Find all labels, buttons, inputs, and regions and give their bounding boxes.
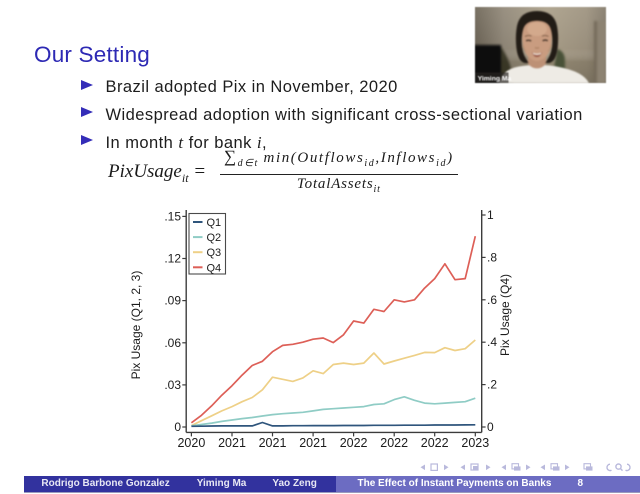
svg-text:Yiming Ma: Yiming Ma bbox=[478, 75, 512, 82]
svg-text:0: 0 bbox=[487, 420, 494, 434]
svg-text:0: 0 bbox=[174, 420, 181, 434]
svg-text:2021: 2021 bbox=[299, 436, 327, 450]
svg-text:.12: .12 bbox=[164, 252, 181, 266]
svg-text:.8: .8 bbox=[487, 250, 497, 264]
svg-text:Q3: Q3 bbox=[207, 247, 222, 259]
svg-text:.09: .09 bbox=[164, 294, 181, 308]
svg-text:.06: .06 bbox=[164, 336, 181, 350]
svg-text:Pix Usage (Q4): Pix Usage (Q4) bbox=[498, 274, 512, 356]
svg-text:2021: 2021 bbox=[259, 436, 287, 450]
svg-text:.6: .6 bbox=[487, 293, 497, 307]
svg-text:.03: .03 bbox=[164, 378, 181, 392]
svg-text:Pix Usage (Q1, 2, 3): Pix Usage (Q1, 2, 3) bbox=[129, 271, 143, 380]
svg-text:2022: 2022 bbox=[421, 436, 449, 450]
svg-text:2021: 2021 bbox=[218, 436, 246, 450]
svg-text:.2: .2 bbox=[487, 378, 497, 392]
svg-text:Q1: Q1 bbox=[207, 217, 222, 229]
svg-text:Q2: Q2 bbox=[207, 232, 222, 244]
svg-text:Q4: Q4 bbox=[207, 262, 222, 274]
svg-text:2022: 2022 bbox=[340, 436, 368, 450]
svg-text:.4: .4 bbox=[487, 335, 497, 349]
svg-text:2020: 2020 bbox=[177, 436, 205, 450]
svg-text:1: 1 bbox=[487, 208, 494, 222]
svg-text:.15: .15 bbox=[164, 209, 181, 223]
svg-text:2022: 2022 bbox=[380, 436, 408, 450]
svg-text:2023: 2023 bbox=[461, 436, 489, 450]
